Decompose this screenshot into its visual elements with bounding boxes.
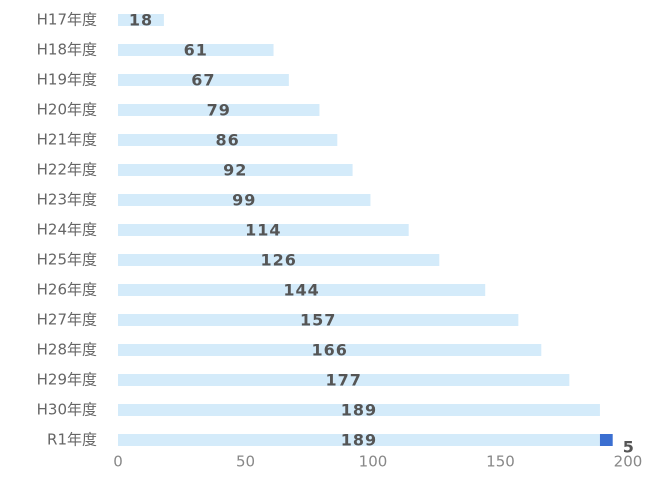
data-label: 99 xyxy=(232,191,256,210)
y-tick-label: H17年度 xyxy=(37,11,97,29)
bar-segment xyxy=(118,194,371,206)
data-label: 86 xyxy=(216,131,240,150)
data-label: 5 xyxy=(623,438,635,457)
y-tick-label: H25年度 xyxy=(37,251,97,269)
y-tick-label: H30年度 xyxy=(37,401,97,419)
data-label: 18 xyxy=(129,11,153,30)
bar-segment xyxy=(599,434,613,446)
data-label: 79 xyxy=(207,101,231,120)
bar-segment xyxy=(118,314,519,326)
bar-segment xyxy=(118,164,353,176)
y-tick-label: H29年度 xyxy=(37,371,97,389)
data-label: 67 xyxy=(191,71,215,90)
y-tick-label: H22年度 xyxy=(37,161,97,179)
x-tick-label: 100 xyxy=(359,453,388,471)
data-label: 114 xyxy=(245,221,281,240)
bar-segment xyxy=(118,284,486,296)
bar-segment xyxy=(118,254,440,266)
x-tick-label: 0 xyxy=(113,453,123,471)
y-tick-label: H21年度 xyxy=(37,131,97,149)
y-tick-label: H19年度 xyxy=(37,71,97,89)
x-tick-label: 50 xyxy=(236,453,255,471)
bar-segment xyxy=(118,104,320,116)
data-label: 177 xyxy=(325,371,361,390)
bar-segment xyxy=(118,134,338,146)
x-tick-label: 200 xyxy=(614,453,643,471)
y-tick-label: H18年度 xyxy=(37,41,97,59)
x-tick-label: 150 xyxy=(486,453,515,471)
bar-segment xyxy=(118,434,600,446)
bar-segment xyxy=(118,344,542,356)
y-tick-label: H20年度 xyxy=(37,101,97,119)
data-label: 189 xyxy=(341,401,377,420)
y-tick-label: H26年度 xyxy=(37,281,97,299)
bar-segment xyxy=(118,404,600,416)
data-label: 126 xyxy=(260,251,296,270)
bar-segment xyxy=(118,44,274,56)
y-tick-label: H27年度 xyxy=(37,311,97,329)
y-tick-label: H23年度 xyxy=(37,191,97,209)
data-label: 144 xyxy=(283,281,319,300)
y-tick-label: H24年度 xyxy=(37,221,97,239)
data-label: 166 xyxy=(311,341,347,360)
y-tick-label: R1年度 xyxy=(47,431,97,449)
y-tick-label: H28年度 xyxy=(37,341,97,359)
bar-segment xyxy=(118,374,570,386)
data-label: 157 xyxy=(300,311,336,330)
data-label: 61 xyxy=(184,41,208,60)
data-label: 189 xyxy=(341,431,377,450)
bar-segment xyxy=(118,14,164,26)
data-label: 92 xyxy=(223,161,247,180)
bar-segment xyxy=(118,224,409,236)
bar-segment xyxy=(118,74,289,86)
